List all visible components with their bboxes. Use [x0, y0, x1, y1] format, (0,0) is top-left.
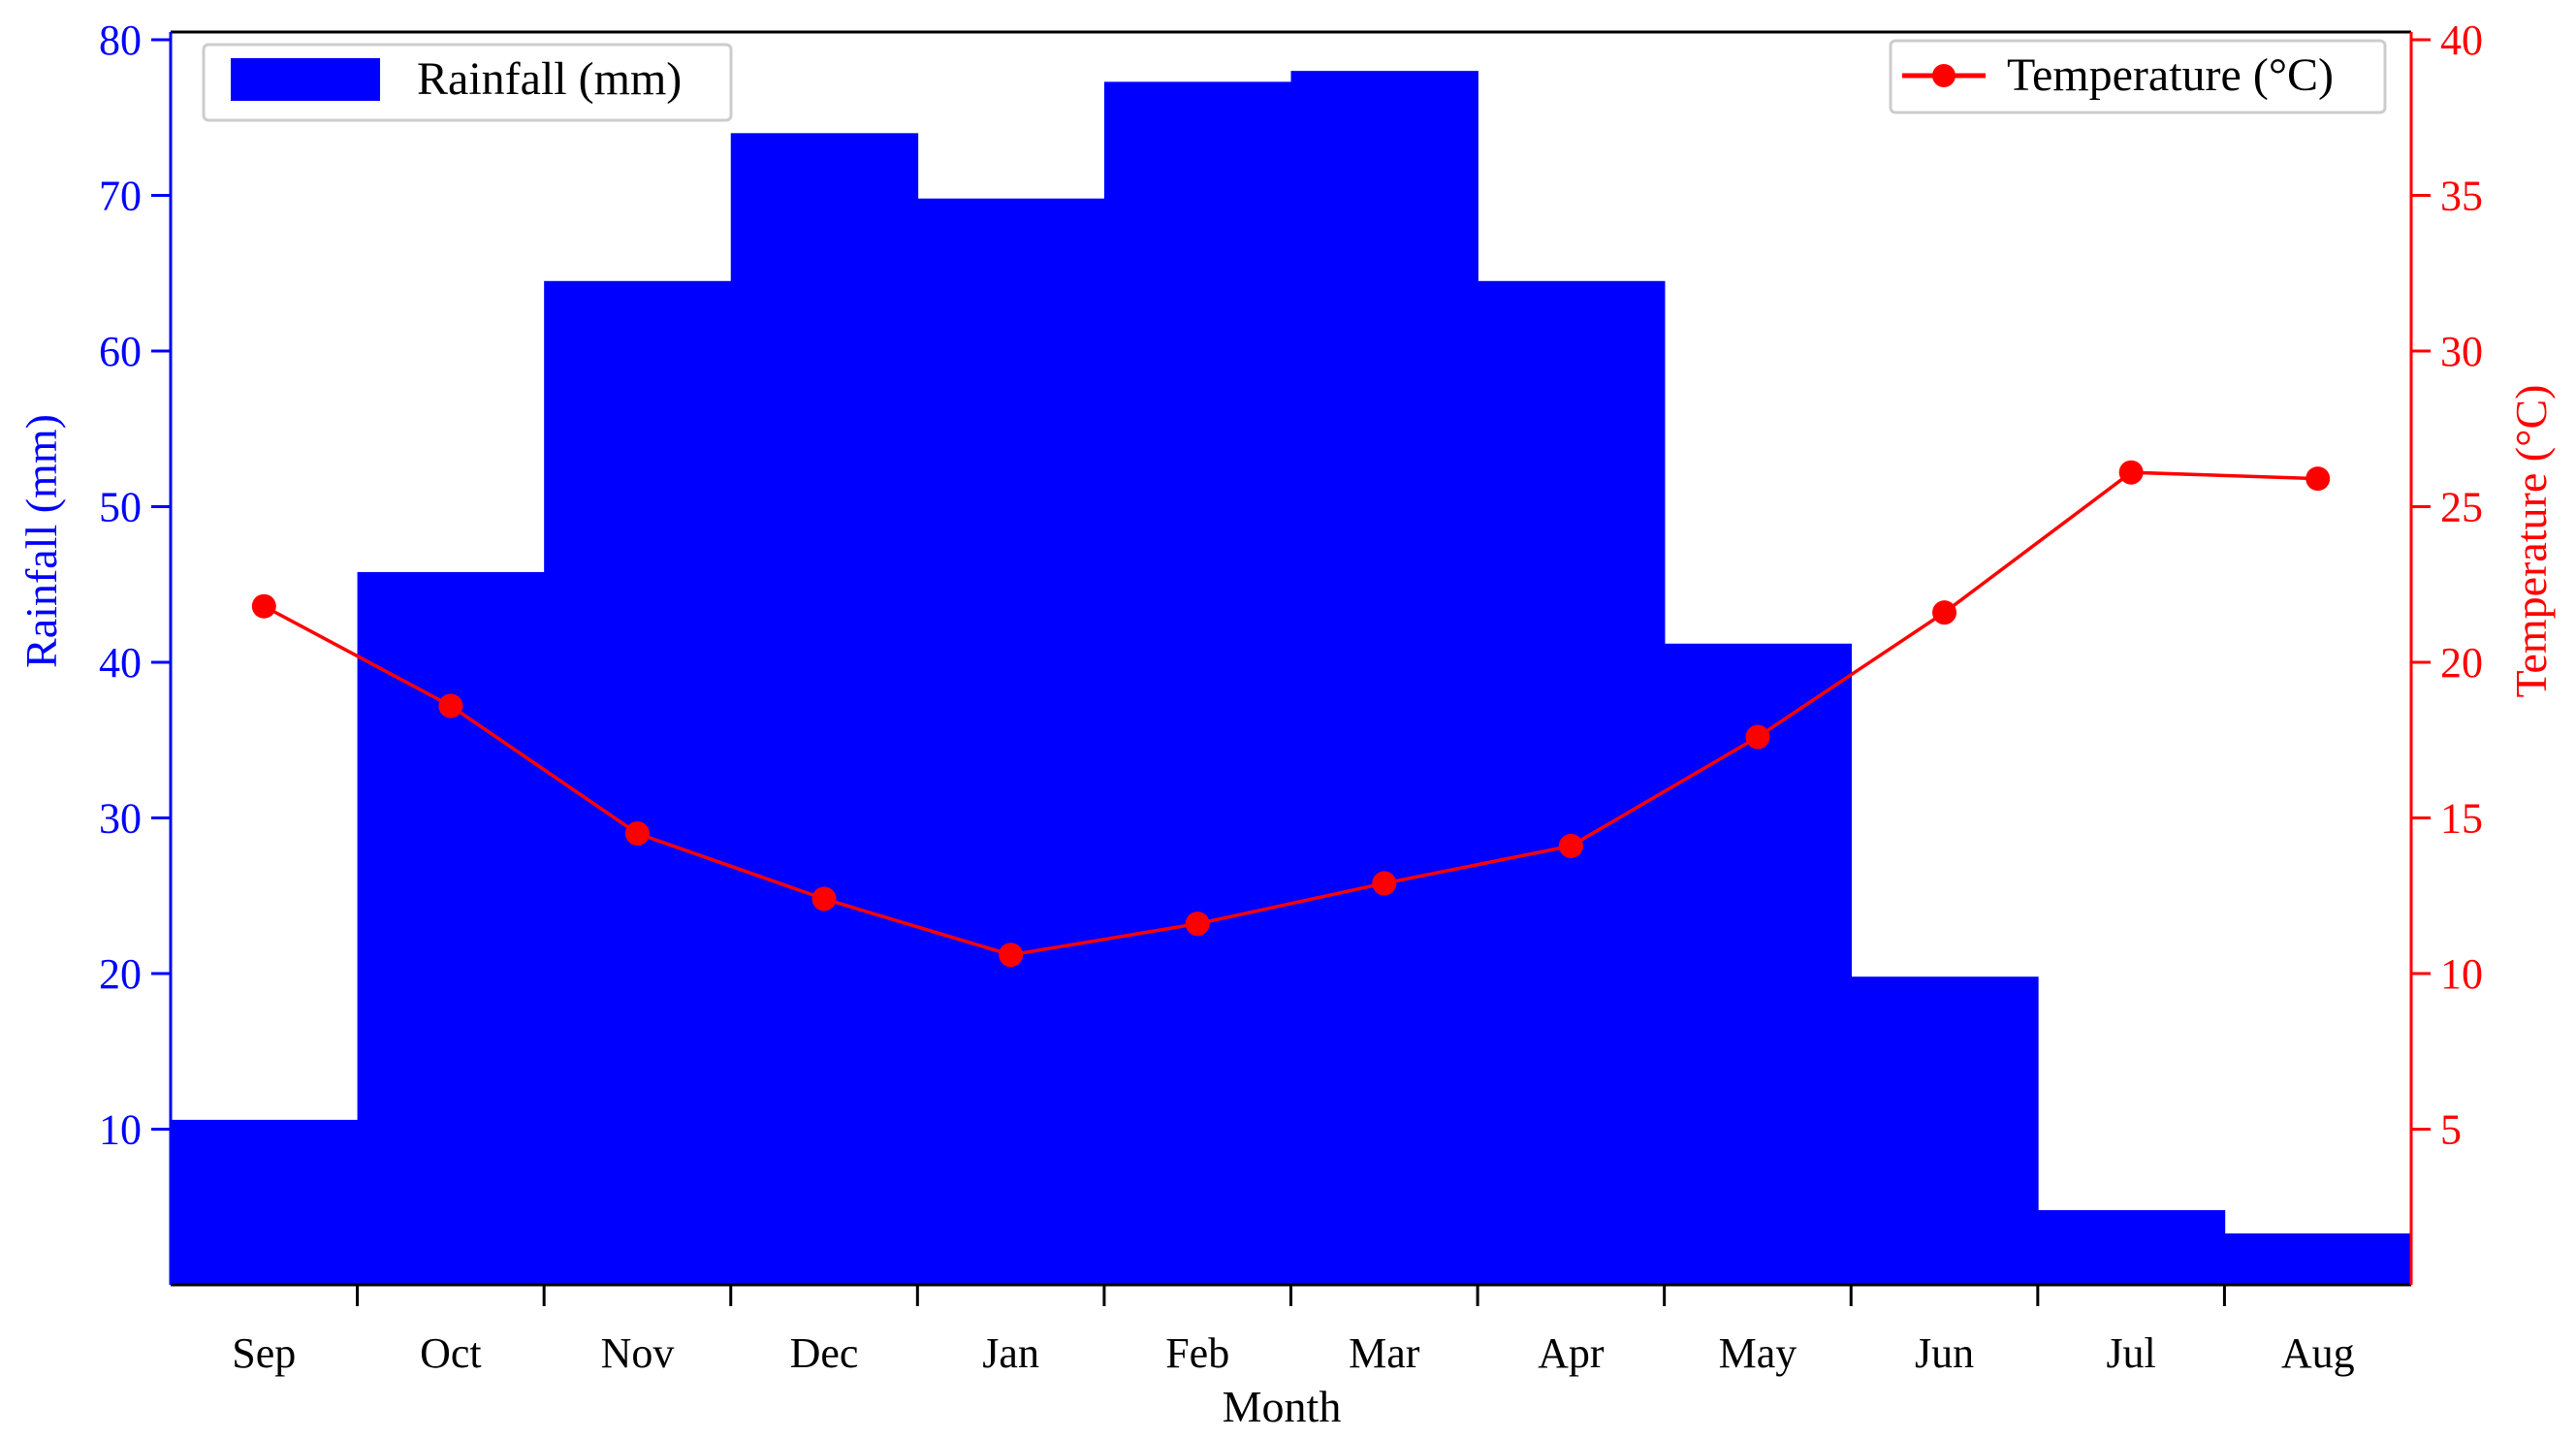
rainfall-bar-sep	[171, 1119, 359, 1285]
left-y-tick-label: 60	[99, 328, 142, 375]
temperature-point-jun	[1932, 600, 1957, 625]
x-tick-label: Sep	[232, 1329, 296, 1377]
right-y-tick-label: 20	[2440, 639, 2483, 687]
legend-rainfall: Rainfall (mm)	[202, 43, 733, 122]
legend-temperature: Temperature (°C)	[1889, 39, 2387, 114]
right-y-axis-title: Temperature (°C)	[2506, 385, 2556, 698]
left-y-tick-label: 50	[99, 484, 142, 531]
x-tick-label: Oct	[420, 1329, 482, 1377]
right-y-tick-label: 35	[2440, 173, 2483, 220]
x-tick-label: Jul	[2106, 1329, 2155, 1377]
temperature-point-sep	[251, 593, 276, 619]
left-y-tick-label: 80	[99, 16, 142, 64]
x-tick-label: Apr	[1538, 1329, 1605, 1377]
x-tick-label: Feb	[1165, 1329, 1229, 1377]
left-y-tick-label: 30	[99, 795, 142, 843]
left-y-tick-label: 70	[99, 173, 142, 220]
temperature-line	[263, 470, 2318, 957]
right-y-tick-label: 5	[2440, 1106, 2462, 1154]
right-y-tick-label: 30	[2440, 328, 2483, 375]
temperature-point-jan	[999, 943, 1024, 968]
x-tick-label: May	[1719, 1329, 1797, 1377]
temperature-line-series	[251, 460, 2331, 968]
temperature-point-dec	[811, 886, 837, 911]
legend-temperature-label: Temperature (°C)	[2007, 49, 2334, 101]
temperature-point-feb	[1185, 911, 1210, 937]
x-tick-label: Jan	[982, 1329, 1039, 1377]
x-tick-label: Mar	[1349, 1329, 1420, 1377]
rainfall-bar-jul	[2037, 1209, 2226, 1285]
left-y-tick-label: 20	[99, 950, 142, 998]
x-tick-label: Jun	[1915, 1329, 1974, 1377]
rainfall-bar-dec	[730, 133, 919, 1285]
temperature-point-apr	[1558, 833, 1583, 858]
temperature-point-jul	[2118, 460, 2144, 485]
axes: Sep Oct Nov Dec Jan Feb Mar Apr May Jun Jul Aug 10 20…	[99, 16, 2483, 1377]
temperature-point-mar	[1372, 871, 1397, 896]
left-y-tick-label: 10	[99, 1106, 142, 1154]
right-y-tick-label: 15	[2440, 795, 2483, 843]
legend-rainfall-label: Rainfall (mm)	[417, 53, 682, 105]
left-y-axis-title: Rainfall (mm)	[16, 414, 66, 668]
rainfall-bar-feb	[1103, 81, 1292, 1285]
temperature-point-oct	[438, 693, 463, 719]
legend-temperature-marker	[1932, 64, 1956, 87]
temperature-point-nov	[624, 821, 650, 847]
x-tick-label: Dec	[790, 1329, 859, 1377]
rainfall-bar-oct	[357, 571, 545, 1285]
rainfall-bar-may	[1664, 643, 1853, 1285]
rainfall-bar-aug	[2224, 1233, 2412, 1285]
left-y-tick-label: 40	[99, 639, 142, 687]
temperature-point-may	[1745, 724, 1770, 750]
rainfall-bar-jun	[1851, 976, 2039, 1285]
rainfall-bar-nov	[544, 280, 732, 1285]
x-tick-label: Aug	[2281, 1329, 2355, 1377]
rainfall-bar-jan	[917, 198, 1105, 1285]
legend-rainfall-swatch	[231, 58, 380, 101]
temperature-point-aug	[2306, 466, 2331, 492]
rainfall-bar-mar	[1290, 71, 1479, 1285]
rainfall-bar-apr	[1478, 280, 1666, 1285]
right-y-tick-label: 40	[2440, 16, 2483, 64]
right-y-tick-label: 25	[2440, 484, 2483, 531]
rainfall-bars	[171, 71, 2412, 1285]
legend-temperature-frame	[1889, 39, 2387, 114]
x-tick-label: Nov	[601, 1329, 675, 1377]
right-y-tick-label: 10	[2440, 950, 2483, 998]
x-axis-title: Month	[1223, 1382, 1342, 1431]
